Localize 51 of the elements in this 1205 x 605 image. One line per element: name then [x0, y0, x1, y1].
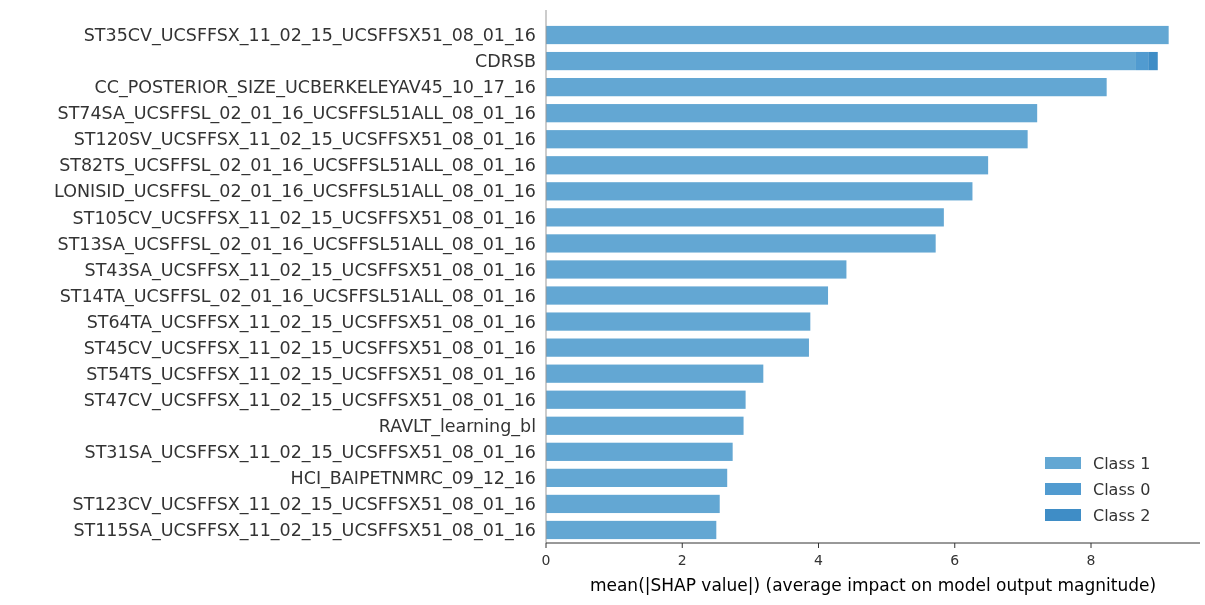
- legend-label: Class 1: [1093, 453, 1151, 473]
- y-tick-label: ST123CV_UCSFFSX_11_02_15_UCSFFSX51_08_01_16: [72, 494, 536, 516]
- bar: [546, 390, 746, 409]
- bar: [546, 286, 829, 305]
- bar: [546, 130, 1028, 149]
- bar: [546, 494, 720, 514]
- y-tick-label: ST115SA_UCSFFSX_11_02_15_UCSFFSX51_08_01_16: [73, 520, 536, 542]
- x-tick-label: 4: [814, 552, 824, 568]
- y-tick-label: ST74SA_UCSFFSL_02_01_16_UCSFFSL51ALL_08_01_16: [57, 103, 536, 125]
- y-tick-label: ST82TS_UCSFFSL_02_01_16_UCSFFSL51ALL_08_01_16: [59, 155, 536, 177]
- bar: [546, 442, 733, 461]
- y-tick-label: HCI_BAIPETNMRC_09_12_16: [290, 468, 536, 489]
- bar: [546, 260, 847, 279]
- y-tick-label: ST31SA_UCSFFSX_11_02_15_UCSFFSX51_08_01_16: [84, 441, 536, 463]
- x-tick-label: 2: [677, 552, 687, 568]
- y-tick-label: ST45CV_UCSFFSX_11_02_15_UCSFFSX51_08_01_16: [83, 337, 536, 359]
- y-tick-label: ST35CV_UCSFFSX_11_02_15_UCSFFSX51_08_01_16: [83, 25, 536, 47]
- y-tick-label: ST54TS_UCSFFSX_11_02_15_UCSFFSX51_08_01_16: [86, 363, 536, 385]
- y-tick-label: ST64TA_UCSFFSX_11_02_15_UCSFFSX51_08_01_16: [86, 311, 536, 333]
- bar: [546, 156, 989, 175]
- bar: [546, 104, 1038, 123]
- bar: [1148, 51, 1158, 71]
- legend-label: Class 2: [1093, 505, 1151, 525]
- x-axis-title: mean(|SHAP value|) (average impact on model output magnitude): [589, 575, 1157, 595]
- y-tick-label: RAVLT_learning_bl: [378, 415, 536, 437]
- bar: [546, 25, 1169, 45]
- y-tick-label: ST120SV_UCSFFSX_11_02_15_UCSFFSX51_08_01_16: [73, 129, 536, 151]
- bar: [546, 208, 944, 227]
- y-tick-label: ST43SA_UCSFFSX_11_02_15_UCSFFSX51_08_01_16: [84, 259, 536, 281]
- y-tick-label: ST105CV_UCSFFSX_11_02_15_UCSFFSX51_08_01_16: [72, 207, 536, 229]
- x-tick-label: 0: [541, 552, 551, 568]
- y-tick-label: ST47CV_UCSFFSX_11_02_15_UCSFFSX51_08_01_16: [83, 389, 536, 411]
- bar: [546, 234, 936, 253]
- bar: [546, 182, 973, 201]
- x-tick-label: 8: [1086, 552, 1096, 568]
- bar: [546, 338, 809, 357]
- bar: [1135, 51, 1149, 71]
- bar: [546, 468, 728, 487]
- y-tick-label: LONISID_UCSFFSL_02_01_16_UCSFFSL51ALL_08_01_16: [54, 181, 536, 203]
- y-tick-label: CDRSB: [475, 51, 536, 72]
- bar: [546, 312, 811, 331]
- x-tick-label: 6: [950, 552, 960, 568]
- bar: [546, 364, 764, 383]
- y-tick-label: ST13SA_UCSFFSL_02_01_16_UCSFFSL51ALL_08_01_16: [57, 233, 536, 255]
- bar: [546, 51, 1136, 71]
- legend-label: Class 0: [1093, 479, 1151, 499]
- bar: [546, 520, 717, 540]
- y-tick-label: CC_POSTERIOR_SIZE_UCBERKELEYAV45_10_17_16: [94, 77, 536, 99]
- y-tick-label: ST14TA_UCSFFSL_02_01_16_UCSFFSL51ALL_08_01_16: [59, 285, 536, 307]
- bar: [546, 416, 744, 435]
- bar: [546, 78, 1107, 97]
